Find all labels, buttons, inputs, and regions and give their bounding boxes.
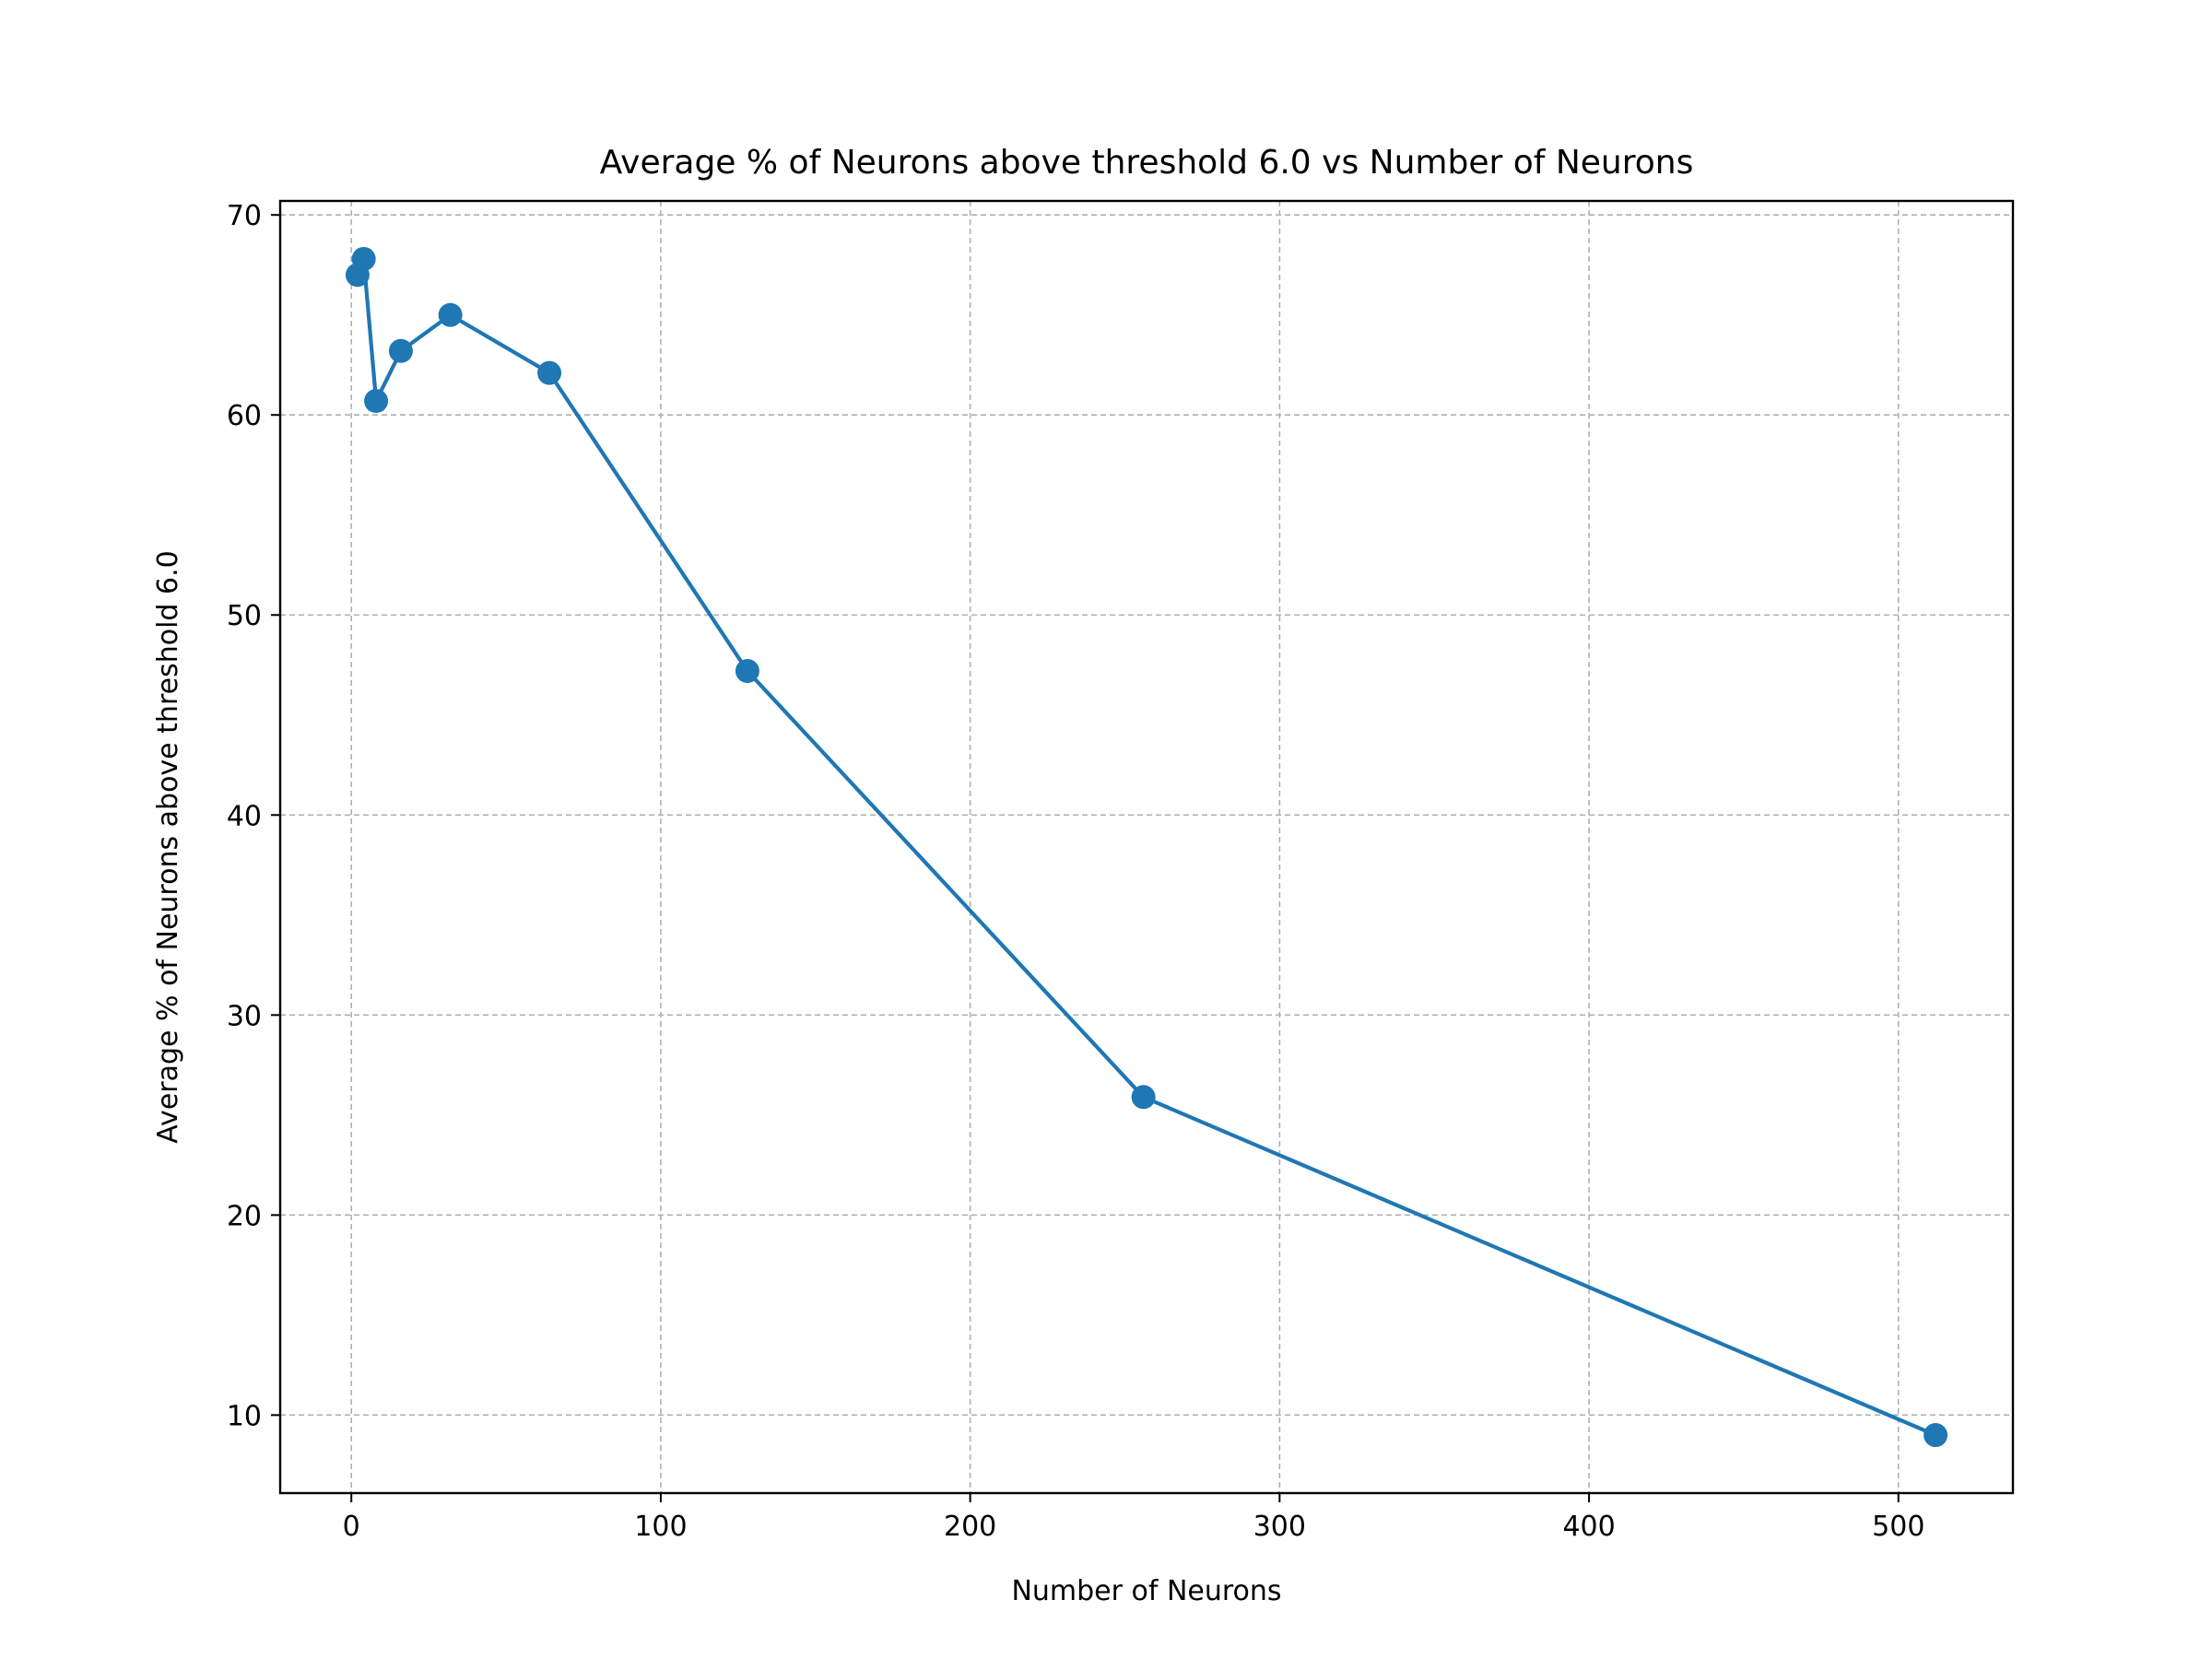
x-tick-label: 300 <box>1253 1511 1306 1543</box>
y-tick-label: 50 <box>227 600 262 632</box>
data-point <box>1924 1423 1948 1448</box>
series-layer <box>345 246 1948 1448</box>
data-point <box>438 302 463 327</box>
y-axis-label: Average % of Neurons above threshold 6.0 <box>152 550 184 1143</box>
ticks-layer: 0 100 200 300 400 500 10 20 30 40 50 60 70 <box>227 200 1925 1543</box>
data-point <box>364 389 389 414</box>
data-point <box>351 246 376 271</box>
data-point <box>537 360 562 385</box>
x-tick-label: 200 <box>944 1511 996 1543</box>
y-tick-label: 70 <box>227 200 262 232</box>
series-line <box>355 256 1938 1438</box>
chart-title: Average % of Neurons above threshold 6.0… <box>600 144 1694 182</box>
x-axis-label: Number of Neurons <box>1011 1575 1281 1607</box>
grid-layer <box>280 201 2013 1493</box>
x-tick-label: 0 <box>343 1511 360 1543</box>
y-tick-label: 40 <box>227 800 262 832</box>
x-tick-label: 100 <box>634 1511 687 1543</box>
data-point <box>388 338 413 363</box>
y-tick-label: 10 <box>227 1400 262 1432</box>
data-point <box>735 659 759 684</box>
x-tick-label: 400 <box>1562 1511 1615 1543</box>
x-tick-label: 500 <box>1872 1511 1924 1543</box>
y-tick-label: 60 <box>227 400 262 432</box>
plot-frame <box>278 199 2015 1495</box>
data-point <box>1131 1085 1156 1110</box>
y-tick-label: 20 <box>227 1200 262 1232</box>
y-tick-label: 30 <box>227 1000 262 1032</box>
